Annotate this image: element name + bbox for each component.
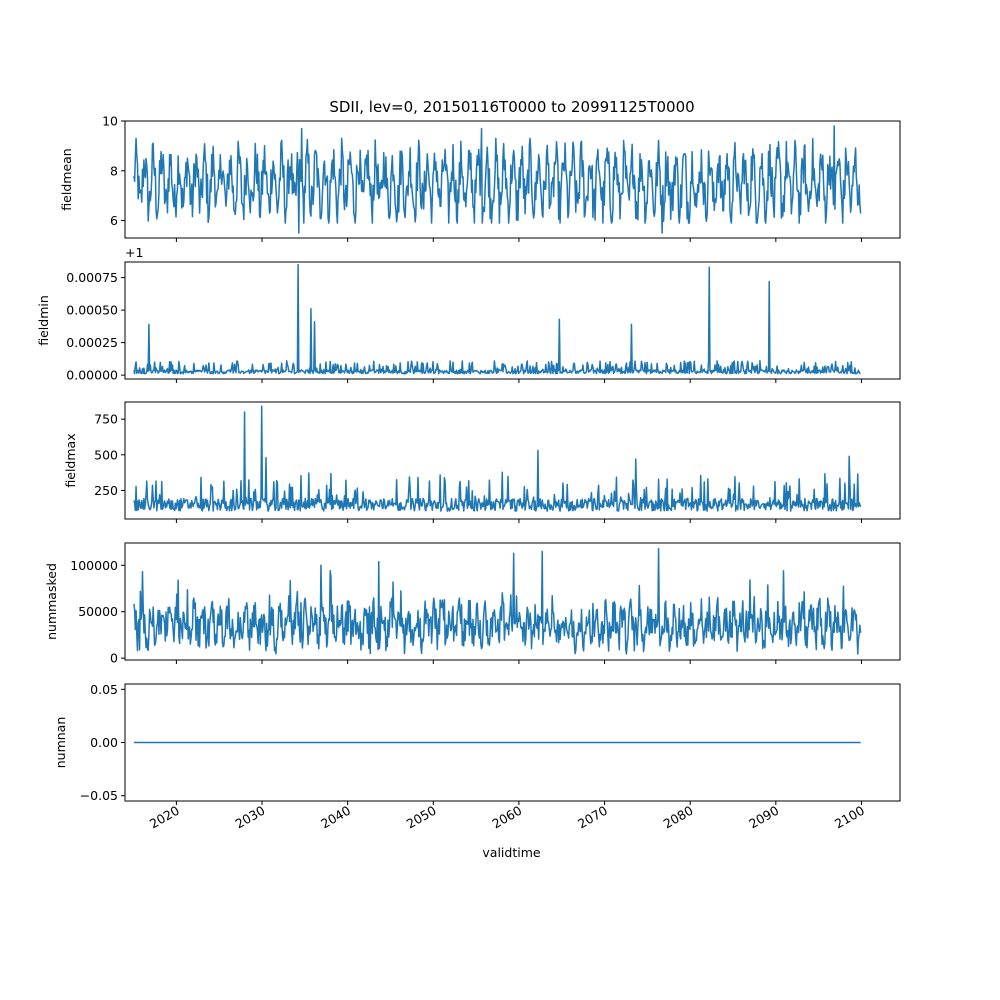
axes-frame [124, 401, 901, 520]
series-line-fieldmax [133, 405, 862, 512]
subplot-fieldmean: 6 8 10 fieldmean [59, 114, 901, 242]
subplot-fieldmin: 0.00000 0.00025 0.00050 0.00075 +1 fieldmin [36, 245, 901, 383]
y-axis-label: nummasked [44, 563, 59, 640]
y-tick-label: 0.00075 [66, 270, 118, 285]
x-axis [175, 519, 862, 523]
y-tick-label: 0.00 [90, 735, 118, 750]
y-tick-label: 0.00000 [66, 368, 118, 383]
y-tick-label: 0.05 [90, 682, 118, 697]
y-tick-label: 250 [94, 483, 118, 498]
x-axis [175, 238, 862, 242]
y-tick-label: 0 [110, 651, 118, 666]
chart-title: SDII, lev=0, 20150116T0000 to 20991125T0… [329, 98, 694, 116]
y-tick-label: 8 [110, 163, 118, 178]
y-tick-label: 750 [94, 412, 118, 427]
y-tick-label: 500 [94, 447, 118, 462]
x-axis-label: validtime [482, 845, 540, 860]
y-tick-label: −0.05 [80, 788, 118, 803]
y-tick-label: 0.00025 [66, 335, 118, 350]
y-tick-label: 0.00050 [66, 303, 118, 318]
y-tick-label: 10 [102, 114, 118, 129]
y-tick-label: 100000 [70, 558, 118, 573]
axes-frame [124, 261, 901, 380]
axes-frame [124, 120, 901, 239]
y-tick-label: 50000 [78, 604, 118, 619]
y-axis-label: fieldmin [36, 295, 51, 346]
y-axis-label: numnan [53, 717, 68, 769]
series-line-fieldmin [133, 263, 861, 375]
series-line-fieldmean [133, 125, 862, 234]
x-axis [175, 379, 862, 383]
x-axis [175, 660, 862, 664]
series-line-nummasked [133, 547, 862, 655]
y-tick-label: 6 [110, 213, 118, 228]
axes-frame [124, 542, 901, 661]
subplot-fieldmax: 250 500 750 fieldmax [63, 401, 901, 523]
subplot-nummasked: 0 50000 100000 nummasked [44, 542, 901, 666]
y-axis-label: fieldmean [59, 148, 74, 210]
y-offset-text: +1 [125, 245, 143, 260]
y-axis-label: fieldmax [63, 433, 78, 487]
